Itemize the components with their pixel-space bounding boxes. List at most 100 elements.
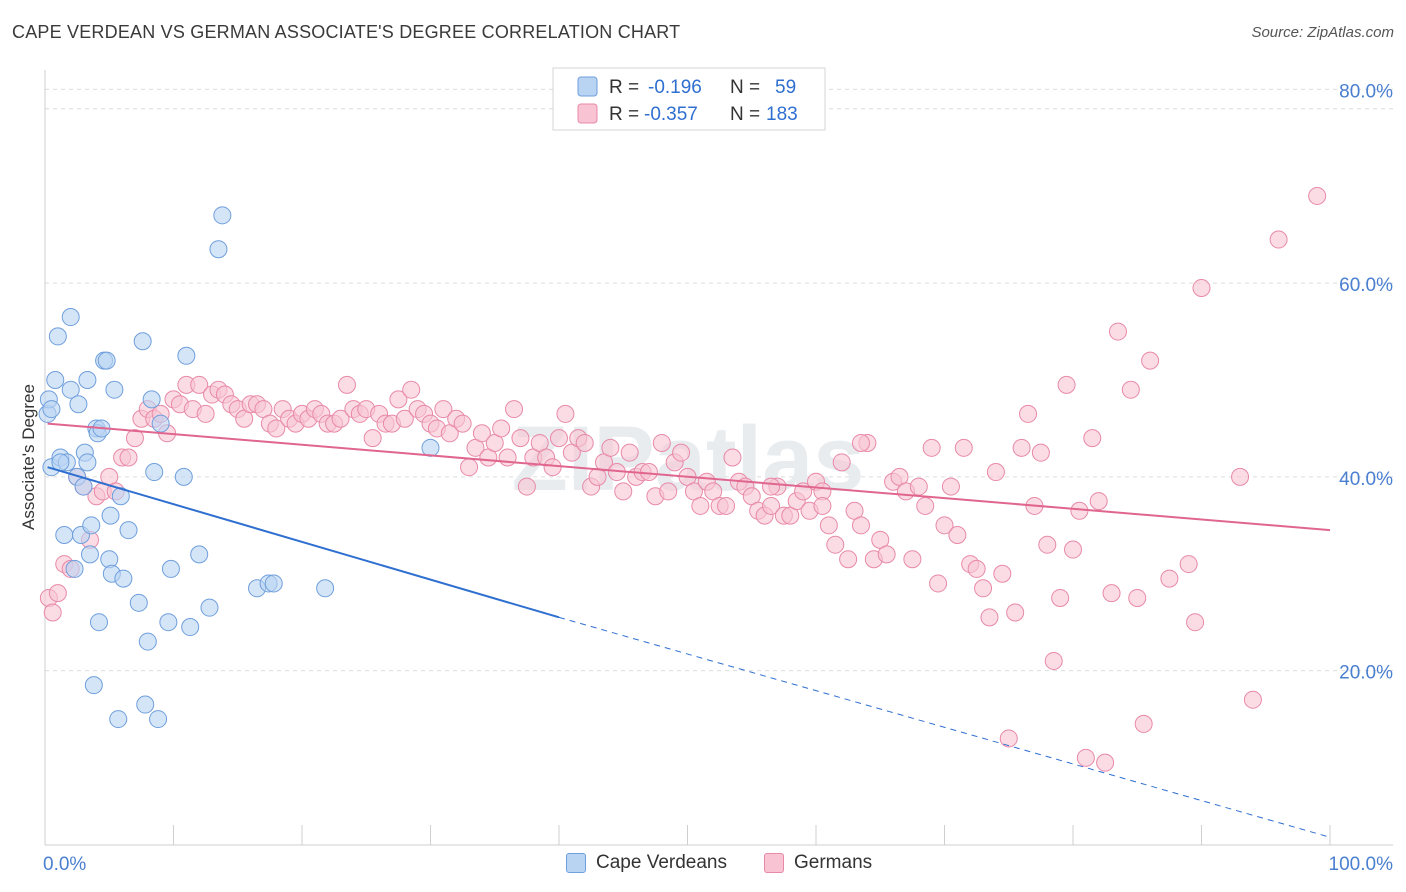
legend-r-label: R = — [609, 77, 639, 98]
german-point — [498, 448, 517, 467]
y-tick-label: 40.0% — [1339, 469, 1393, 490]
german-point — [826, 535, 845, 554]
cape-verdean-point — [177, 346, 196, 365]
german-point — [877, 545, 896, 564]
x-tick-label: 0.0% — [43, 854, 86, 875]
german-trend-line — [47, 422, 1331, 532]
cape-verdean-point — [213, 206, 232, 225]
german-point — [1179, 555, 1198, 574]
german-point — [672, 443, 691, 462]
y-tick-label: 20.0% — [1339, 663, 1393, 684]
cape-verdean-point — [80, 545, 99, 564]
german-point — [980, 608, 999, 627]
german-point — [1019, 404, 1038, 423]
cape-verdean-point — [46, 371, 65, 389]
german-point — [434, 400, 453, 419]
german-point — [1096, 753, 1115, 772]
cape-verdean-point — [74, 477, 93, 496]
x-tick-label: 100.0% — [1329, 854, 1394, 875]
cape-verdean-point — [61, 380, 80, 399]
cape-verdean-point — [181, 618, 200, 637]
legend-item-germans: Germans — [764, 852, 872, 874]
german-point — [929, 574, 948, 593]
cape-verdean-point — [114, 569, 133, 588]
legend-n-label: N = — [730, 77, 760, 98]
german-point — [1051, 588, 1070, 607]
german-point — [125, 429, 144, 448]
german-point — [832, 453, 851, 472]
cape-verdean-point — [61, 308, 80, 327]
german-point — [550, 429, 568, 448]
cape-verdean-point — [159, 613, 178, 632]
cape-verdean-point — [133, 332, 152, 351]
cape-verdean-point — [89, 613, 108, 632]
german-point — [1038, 535, 1057, 554]
german-point — [909, 477, 928, 496]
legend-swatch-blue — [566, 853, 586, 873]
german-point — [762, 496, 781, 515]
cape-verdean-point — [145, 463, 164, 482]
german-point — [402, 380, 421, 399]
cape-verdean-point — [82, 516, 101, 535]
cape-verdean-point — [200, 598, 219, 617]
german-point — [639, 463, 658, 482]
german-point — [1044, 651, 1063, 670]
cape-verdean-point — [136, 695, 155, 714]
german-point — [993, 564, 1012, 583]
german-point — [190, 375, 209, 394]
cape-verdean-point — [105, 380, 124, 399]
legend-swatch-pink — [577, 103, 598, 124]
cape-verdean-point — [209, 240, 228, 259]
german-point — [935, 516, 954, 535]
german-point — [1089, 492, 1108, 511]
cape-verdean-point — [101, 506, 120, 525]
german-point — [460, 458, 479, 477]
german-point — [472, 424, 491, 443]
legend-r-label: R = — [609, 104, 639, 125]
cape-verdean-point — [264, 574, 283, 593]
german-point — [1269, 230, 1288, 249]
y-tick-label: 80.0% — [1339, 81, 1393, 102]
german-point — [556, 404, 575, 423]
cape-verdean-point — [138, 632, 157, 651]
cape-verdean-point — [119, 521, 138, 540]
cape-verdean-point — [48, 327, 67, 346]
german-point — [1102, 584, 1121, 603]
german-point — [119, 448, 138, 467]
cape-verdean-point — [84, 676, 103, 695]
trend-lines — [47, 422, 1331, 838]
axes — [44, 70, 1393, 846]
german-point — [1012, 438, 1031, 457]
cape-verdean-point — [97, 351, 116, 370]
legend-n-value: 183 — [766, 104, 798, 125]
german-point — [601, 438, 620, 457]
cape-verdean-trend-extension — [558, 616, 1331, 838]
german-point — [1108, 322, 1127, 341]
german-point — [337, 375, 356, 394]
german-point — [1186, 613, 1205, 632]
legend-swatch-pink — [764, 853, 784, 873]
german-point — [851, 433, 870, 452]
german-point — [717, 496, 736, 515]
cape-verdean-point — [174, 467, 193, 486]
source-label: Source: ZipAtlas.com — [1251, 24, 1394, 41]
german-point — [492, 419, 511, 438]
cape-verdean-point — [190, 545, 209, 564]
german-point — [903, 550, 922, 569]
german-point — [575, 433, 594, 452]
data-points — [38, 186, 1327, 772]
german-point — [505, 400, 524, 419]
german-point — [453, 414, 472, 433]
german-point — [659, 482, 678, 501]
legend-bottom: Cape Verdeans Germans — [0, 852, 1406, 878]
german-point — [1076, 748, 1095, 767]
german-point — [948, 526, 967, 544]
german-point — [813, 496, 832, 515]
legend-swatch-blue — [577, 76, 598, 97]
german-point — [363, 429, 382, 448]
german-point — [851, 516, 870, 535]
y-tick-label: 60.0% — [1339, 275, 1393, 296]
y-axis-label: Associate's Degree — [19, 384, 38, 530]
tick-labels: 20.0% 40.0% 60.0% 80.0% 0.0% 100.0% — [43, 81, 1393, 875]
